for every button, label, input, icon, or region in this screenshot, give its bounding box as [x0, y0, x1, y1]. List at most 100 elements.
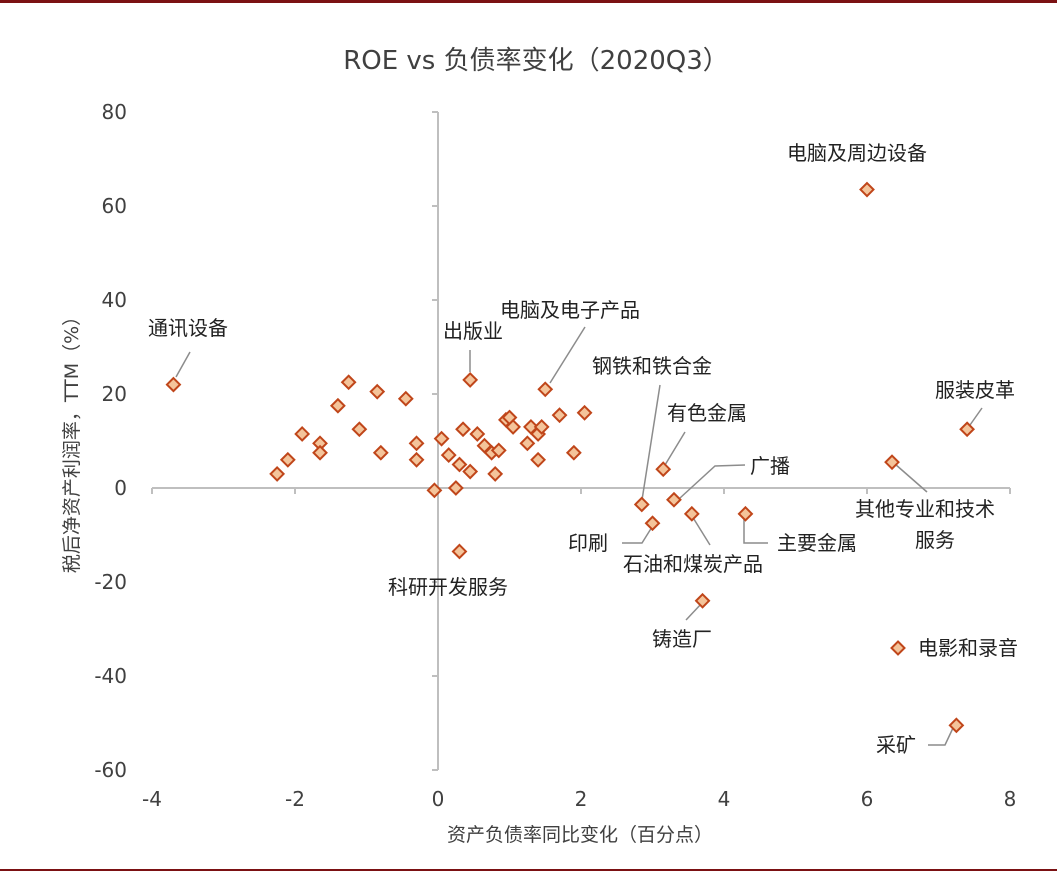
- y-tick-label: -60: [94, 758, 127, 782]
- data-point: [408, 451, 425, 468]
- data-point: [329, 397, 346, 414]
- y-tick-label: 80: [102, 100, 127, 124]
- x-tick-label: 8: [1004, 787, 1017, 811]
- x-tick-label: 4: [718, 787, 731, 811]
- data-point-labeled: [537, 381, 554, 398]
- x-tick-label: -2: [285, 787, 305, 811]
- annotation-label: 钢铁和铁合金: [592, 354, 712, 378]
- annotation-label: 石油和煤炭产品: [623, 552, 763, 576]
- data-point-labeled: [683, 505, 700, 522]
- x-tick-label: 6: [861, 787, 874, 811]
- y-tick-label: 40: [102, 288, 127, 312]
- x-tick-label: -4: [142, 787, 162, 811]
- data-point-labeled: [737, 505, 754, 522]
- annotation-leader: [549, 326, 586, 384]
- axes: [151, 111, 1011, 771]
- data-point: [519, 435, 536, 452]
- data-point-labeled: [959, 421, 976, 438]
- data-point: [447, 480, 464, 496]
- y-tick-label: 0: [114, 476, 127, 500]
- x-axis-label: 资产负债率同比变化（百分点）: [447, 824, 713, 846]
- y-axis-label: 税后净资产利润率，TTM（%）: [61, 307, 83, 573]
- annotation-leader: [691, 515, 711, 546]
- data-point: [426, 482, 443, 499]
- legend-marker: [890, 640, 906, 656]
- annotation-label: 采矿: [876, 733, 916, 757]
- data-point: [440, 447, 457, 464]
- annotation-label: 通讯设备: [148, 316, 228, 340]
- data-point: [351, 421, 368, 438]
- data-point: [269, 465, 286, 482]
- annotation-label: 电脑及周边设备: [787, 141, 927, 165]
- data-point-labeled: [948, 717, 965, 734]
- data-point: [490, 442, 507, 459]
- annotation-leader: [928, 727, 954, 746]
- annotation-leaders: [175, 326, 983, 746]
- data-point: [340, 374, 357, 391]
- annotation-leader: [969, 407, 983, 426]
- bottom-border: [0, 869, 1057, 871]
- y-tick-label: 20: [102, 382, 127, 406]
- annotation-label: 铸造厂: [652, 627, 712, 651]
- data-point: [397, 390, 414, 407]
- y-tick-label: 60: [102, 194, 127, 218]
- annotation-label: 其他专业和技术服务: [855, 497, 995, 552]
- annotation-leader: [641, 384, 661, 501]
- data-point: [455, 421, 471, 438]
- data-point: [451, 456, 468, 473]
- annotation-label-line: 服务: [915, 528, 955, 552]
- data-point: [576, 404, 593, 421]
- annotation-label-line: 其他专业和技术: [855, 497, 995, 521]
- data-point-labeled: [644, 515, 661, 532]
- annotation-leader: [664, 431, 686, 466]
- data-point: [372, 444, 389, 461]
- data-point-labeled: [165, 376, 182, 393]
- annotation-label: 有色金属: [667, 401, 747, 425]
- data-point: [530, 451, 547, 468]
- x-tick-label: 2: [575, 787, 588, 811]
- legend-label: 电影和录音: [918, 636, 1018, 660]
- data-point: [433, 430, 450, 447]
- data-point: [505, 418, 521, 435]
- annotation-label: 主要金属: [777, 531, 857, 555]
- data-point-labeled: [655, 461, 672, 478]
- annotation-leader: [894, 463, 928, 493]
- annotation-label: 印刷: [568, 531, 608, 555]
- annotation-leader: [685, 602, 703, 621]
- data-point: [408, 435, 425, 452]
- annotation-label: 服装皮革: [935, 378, 1015, 402]
- data-point: [551, 407, 568, 424]
- data-point-labeled: [859, 181, 875, 198]
- annotation-label: 科研开发服务: [388, 575, 508, 599]
- data-points: [165, 181, 976, 734]
- annotation-label: 出版业: [443, 319, 503, 343]
- data-point-labeled: [462, 371, 479, 388]
- annotation-leader: [622, 526, 653, 544]
- data-point: [462, 463, 479, 480]
- annotation-leader: [175, 351, 191, 378]
- data-point-labeled: [451, 543, 468, 560]
- legend: 电影和录音: [890, 636, 1018, 660]
- data-point: [533, 418, 550, 435]
- y-tick-label: -20: [94, 570, 127, 594]
- data-point: [369, 383, 386, 400]
- annotation-leader: [743, 518, 768, 544]
- top-border: [0, 0, 1057, 3]
- data-point-labeled: [633, 496, 650, 513]
- data-point: [279, 451, 296, 468]
- data-point: [469, 426, 486, 442]
- data-point-labeled: [884, 454, 900, 471]
- data-point: [487, 465, 504, 482]
- annotation-leader: [679, 464, 746, 499]
- data-point-labeled: [694, 592, 711, 609]
- chart-title: ROE vs 负债率变化（2020Q3）: [343, 46, 729, 76]
- annotation-label: 广播: [750, 454, 790, 478]
- y-tick-label: -40: [94, 664, 127, 688]
- data-point: [565, 444, 582, 461]
- data-point: [294, 426, 311, 442]
- data-point-labeled: [666, 491, 682, 508]
- data-point: [312, 444, 328, 461]
